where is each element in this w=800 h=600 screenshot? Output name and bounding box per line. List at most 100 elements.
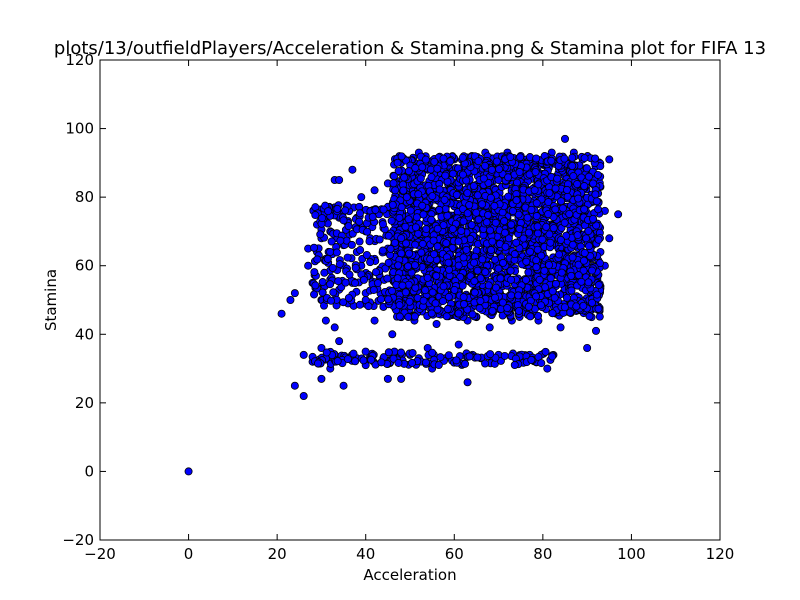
data-point [481,359,490,368]
data-point [388,287,397,296]
data-point [521,275,530,284]
data-point [323,254,332,263]
data-point [367,355,376,364]
data-point [475,304,484,313]
data-point [397,374,406,383]
data-point [532,212,541,221]
data-point [310,268,319,277]
x-tick-label: 60 [445,545,464,563]
data-point [614,210,623,219]
data-point [545,189,554,198]
data-point [544,210,553,219]
data-point [341,206,350,215]
data-point [439,154,448,163]
data-point [560,154,569,163]
y-tick-label: 40 [75,325,94,343]
data-point [594,304,603,313]
data-point [364,302,373,311]
data-point [504,192,513,201]
data-point [490,201,499,210]
data-point [548,309,557,318]
data-point [560,303,569,312]
data-point [500,351,509,360]
data-point [394,358,403,367]
data-point [488,237,497,246]
data-point [397,234,406,243]
data-point [565,210,574,219]
data-point [541,347,550,356]
data-point [481,268,490,277]
data-point [580,154,589,163]
data-point [533,229,542,238]
data-point [313,255,322,264]
data-point [589,179,598,188]
data-point [366,258,375,267]
data-point [526,247,535,256]
data-point [592,197,601,206]
y-tick-label: 100 [65,120,94,138]
data-point [363,227,372,236]
data-point [532,292,541,301]
data-point [355,237,364,246]
data-point [589,214,598,223]
data-point [344,222,353,231]
data-point [438,297,447,306]
data-point [457,226,466,235]
data-point [588,298,597,307]
data-point [491,293,500,302]
y-tick-label: 80 [75,188,94,206]
data-point [391,186,400,195]
data-point [348,165,357,174]
data-point [440,195,449,204]
data-point [321,316,330,325]
data-point [326,280,335,289]
data-point [399,186,408,195]
data-point [568,162,577,171]
x-tick-label: 80 [533,545,552,563]
data-point [551,184,560,193]
data-point [580,248,589,257]
data-point [290,381,299,390]
data-point [605,155,614,164]
data-point [422,225,431,234]
data-point [299,391,308,400]
data-point [491,283,500,292]
data-point [335,175,344,184]
data-point [397,152,406,161]
data-point [386,244,395,253]
data-point [515,168,524,177]
data-point [573,231,582,240]
data-point [418,163,427,172]
data-point [507,275,516,284]
chart-title: plots/13/outfieldPlayers/Acceleration & … [54,38,766,59]
data-point [406,206,415,215]
data-point [462,176,471,185]
data-point [379,205,388,214]
data-point [594,205,603,214]
data-point [519,234,528,243]
data-point [432,319,441,328]
data-point [543,364,552,373]
data-point [436,353,445,362]
data-point [567,286,576,295]
data-point [463,189,472,198]
data-point [476,296,485,305]
data-point [334,277,343,286]
data-point [388,330,397,339]
data-point [582,164,591,173]
x-tick-label: 0 [184,545,194,563]
data-point [458,281,467,290]
x-tick-label: 40 [356,545,375,563]
data-point [433,164,442,173]
data-point [524,228,533,237]
data-point [524,302,533,311]
data-point [562,231,571,240]
data-point [388,200,397,209]
data-point [542,222,551,231]
data-point [479,174,488,183]
data-point [579,301,588,310]
data-point [394,166,403,175]
data-point [327,296,336,305]
data-point [504,234,513,243]
